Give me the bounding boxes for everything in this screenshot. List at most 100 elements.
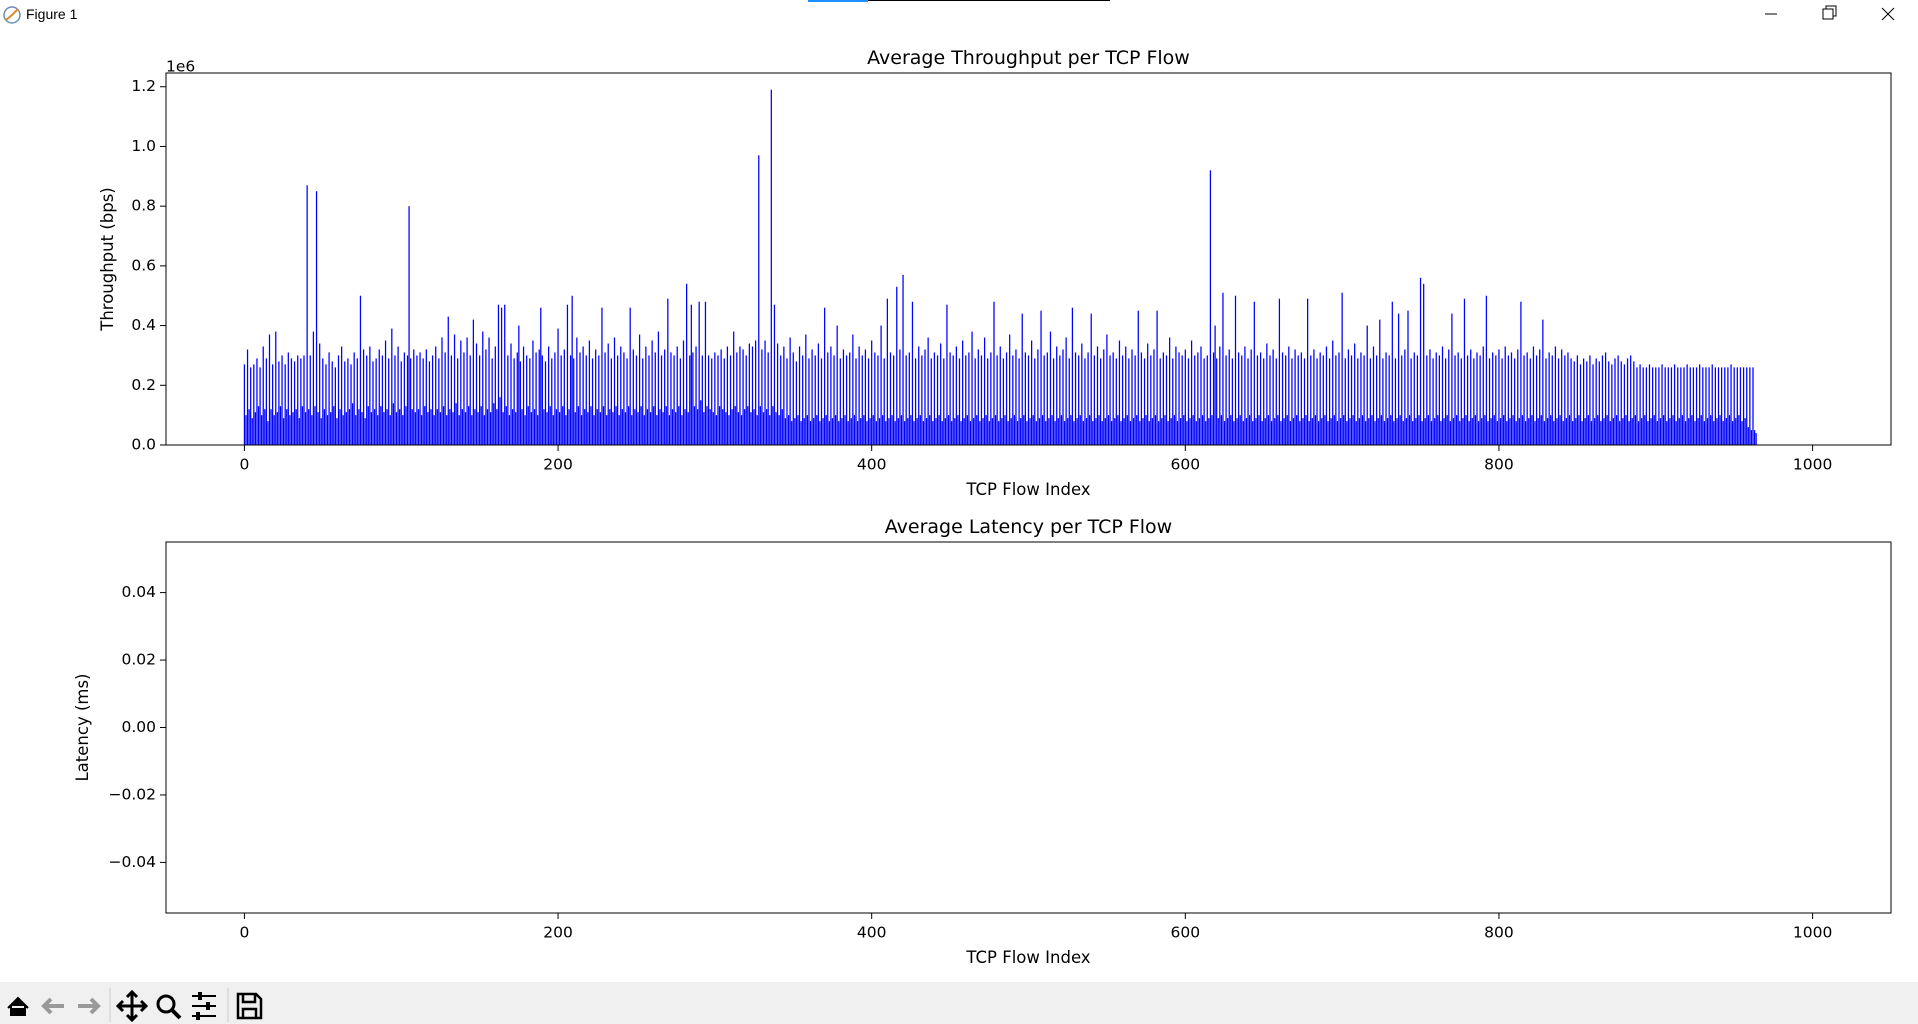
bar [1220,415,1223,445]
bar [518,325,520,445]
bar [1459,421,1461,445]
bar [458,415,460,445]
forward-button[interactable] [78,997,101,1015]
bar [1270,421,1273,445]
bar [800,421,802,445]
bar [1109,355,1111,445]
bar [980,355,983,445]
bar [355,415,357,445]
bar [1669,418,1671,445]
bar [820,358,823,445]
bar [282,418,285,445]
bar [1546,418,1549,445]
restore[interactable] [1822,8,1834,20]
bar [1054,421,1056,445]
bar [388,358,390,445]
bar [778,415,780,445]
bar [1034,358,1036,445]
bar [1121,355,1124,445]
bar [1281,352,1284,445]
bar [1604,352,1607,445]
bar [905,355,907,445]
bar [584,409,586,445]
bar [695,346,697,445]
bar [1424,418,1426,445]
bar [1078,355,1080,445]
y-tick-label: 0.0 [131,436,156,454]
close[interactable] [1881,7,1895,21]
bar [1357,358,1359,445]
bar [1161,418,1163,445]
zoom-button[interactable] [156,994,176,1014]
bar [1341,292,1343,445]
bar [745,355,747,445]
back-button[interactable] [41,997,64,1015]
bar [1684,421,1687,445]
bar [1147,343,1149,445]
bar [395,412,398,445]
bar [275,331,277,445]
bar [585,355,587,445]
bar [482,331,484,445]
bar [422,358,424,445]
bar [1647,421,1649,445]
bar [1662,415,1665,445]
bar [1540,415,1542,445]
bar [1390,415,1392,445]
bar [1371,415,1373,445]
bar [364,418,366,445]
bar [410,358,412,445]
bar [427,412,429,445]
bar [1285,355,1287,445]
bar [668,415,671,445]
bar [1203,358,1205,445]
bar [795,361,798,445]
bar [1736,367,1738,445]
bar [662,412,664,445]
save-button[interactable] [236,992,263,1020]
bar [1642,367,1644,445]
y-tick-label: 0.04 [121,583,156,601]
bar [1686,364,1688,445]
bar [1313,349,1315,445]
bar [933,352,936,445]
bar [489,412,492,445]
y-tick-label: 1.2 [131,77,156,95]
bar [562,406,564,445]
x-tick-label: 200 [543,924,573,942]
bar [1231,358,1233,445]
bar [1021,313,1023,445]
bar [1007,421,1009,445]
pan-button[interactable] [115,989,149,1023]
bar [969,421,972,445]
bar [381,355,384,445]
config-button[interactable] [192,995,216,1017]
bar [1200,346,1202,445]
bar [1068,358,1070,445]
bar [1140,352,1143,445]
bar [731,409,733,445]
bar [1286,415,1288,445]
bar [866,421,868,445]
bar [1297,355,1299,445]
bar [927,337,929,445]
home-button[interactable] [7,996,29,1016]
bar [1581,421,1583,445]
bar [1449,421,1451,445]
bar [676,346,678,445]
bar [709,409,711,445]
bar [921,355,923,445]
y-tick-label: 0.00 [121,718,156,736]
bar [1205,421,1207,445]
bar [347,358,349,445]
bar [1209,170,1212,446]
bar [849,352,851,445]
bar [399,409,401,445]
bar [320,418,322,445]
bar [502,412,504,445]
window-controls[interactable] [1718,0,1918,29]
bar [579,352,581,445]
bar [1219,346,1221,445]
bar [775,412,777,445]
bar [882,415,884,445]
